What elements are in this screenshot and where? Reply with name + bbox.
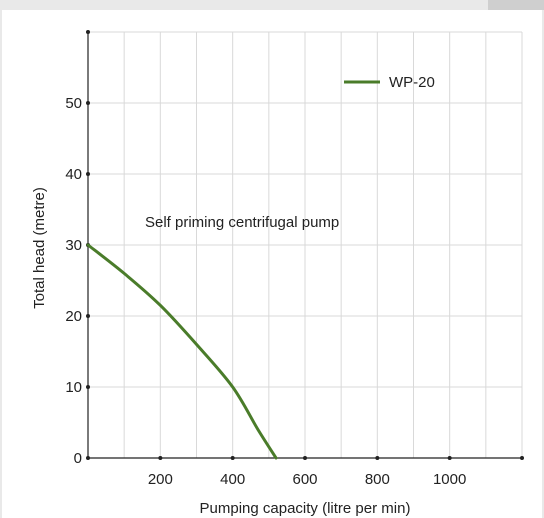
series-lines [86,243,278,460]
x-axis-title: Pumping capacity (litre per min) [200,500,411,517]
y-tick-label: 40 [65,166,82,183]
x-tick-label: 600 [292,471,317,488]
x-ticks: 200 400 600 800 1000 [148,456,466,488]
y-tick-label: 20 [65,308,82,325]
legend: WP-20 [344,74,435,91]
x-tick-label: 1000 [433,471,466,488]
y-axis-title: Total head (metre) [31,187,48,309]
y-ticks: 0 10 20 30 40 50 [65,95,90,467]
x-tick-dot [303,456,307,460]
y-tick-label: 30 [65,237,82,254]
x-tick-dot [158,456,163,460]
y-tick-dot [86,456,90,460]
chart-frame [2,10,542,518]
x-tick-dot [375,456,380,460]
y-tick-dot [86,314,90,318]
x-tick-dot [447,456,452,460]
y-tick-dot [86,172,90,176]
top-bar [0,0,544,10]
y-tick-dot [86,385,90,389]
x-tick-label: 400 [220,471,245,488]
y-tick-dot [86,101,90,105]
legend-label: WP-20 [389,74,435,91]
grid-lines [88,31,523,458]
x-axis-end-dot [520,456,524,460]
x-tick-label: 800 [365,471,390,488]
series-line-wp-20 [86,243,278,460]
x-tick-label: 200 [148,471,173,488]
y-tick-label: 0 [74,450,82,467]
x-tick-dot [230,456,235,460]
chart-annotation: Self priming centrifugal pump [145,214,339,231]
y-axis-end-dot [86,30,90,34]
y-tick-label: 50 [65,95,82,112]
y-tick-label: 10 [65,379,82,396]
corner-tab [488,0,544,10]
